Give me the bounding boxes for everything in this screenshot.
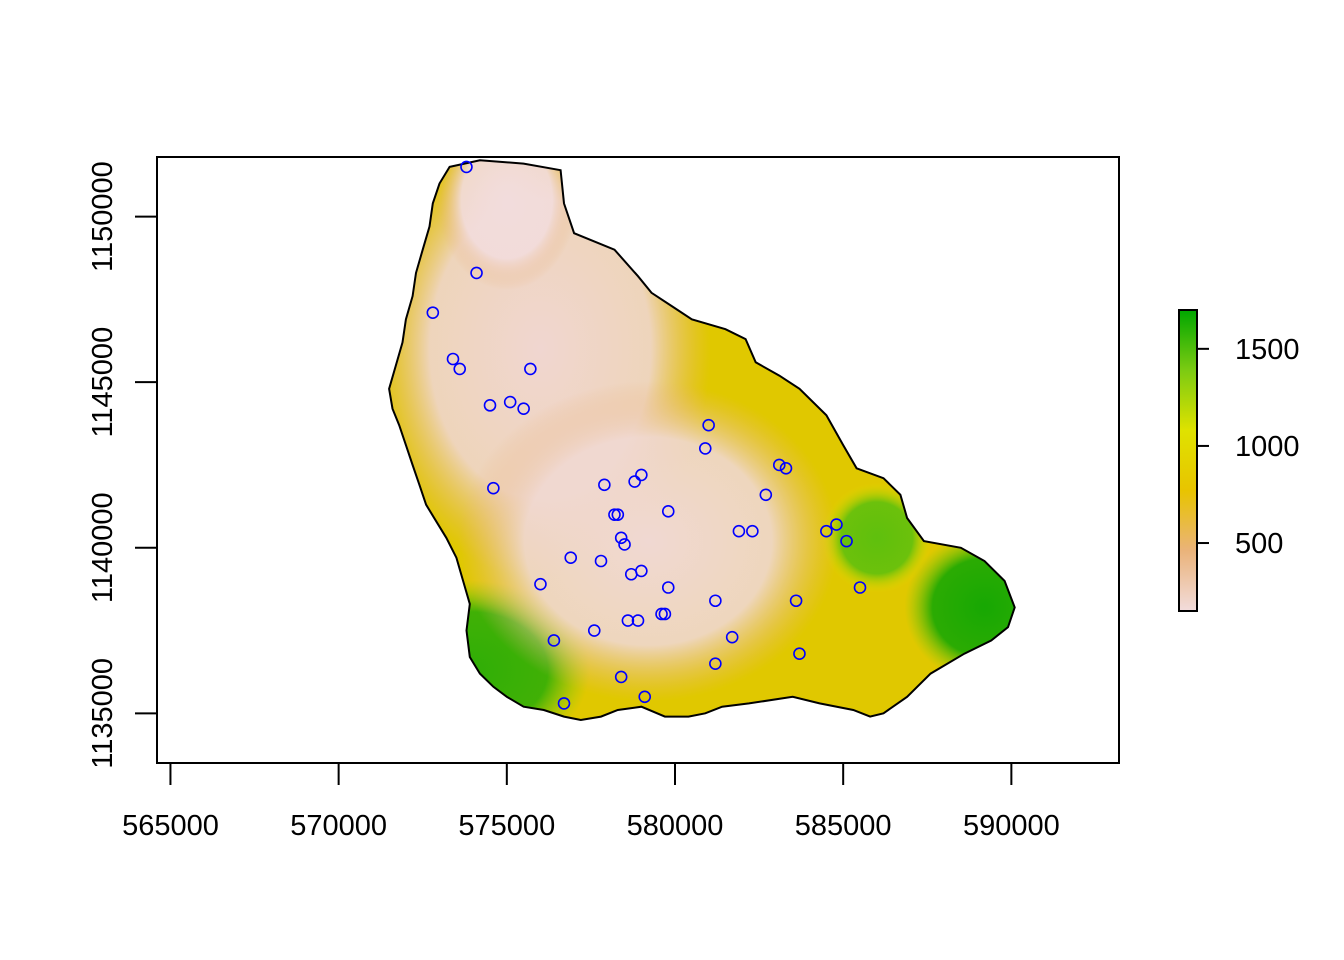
sample-point: [746, 524, 759, 538]
sample-point: [655, 607, 668, 621]
elevation-raster: [388, 159, 1016, 722]
y-tick-label: 1140000: [87, 492, 119, 603]
y-tick-label: 1150000: [87, 161, 119, 272]
elevation-legend: 500 1000 1500: [1178, 309, 1300, 612]
sample-point: [611, 508, 625, 521]
x-axis: 565000 570000 575000 580000 585000 590000: [122, 762, 1060, 842]
x-tick-label: 570000: [290, 810, 387, 842]
x-tick-label: 575000: [458, 810, 555, 842]
sample-point: [661, 505, 675, 518]
sample-point: [618, 538, 631, 551]
sample-point: [793, 647, 806, 661]
sample-point: [557, 697, 571, 710]
sample-point: [594, 554, 608, 568]
sample-point: [483, 399, 497, 412]
sample-point: [631, 614, 645, 627]
y-axis: 1135000 1140000 1145000 1150000: [87, 161, 158, 769]
sample-point: [635, 468, 648, 482]
sample-point: [524, 362, 537, 376]
x-tick-label: 580000: [627, 810, 724, 842]
sample-point: [470, 266, 483, 280]
sample-point: [698, 442, 712, 455]
sample-points: [426, 160, 867, 710]
sample-point: [820, 524, 833, 538]
sample-point: [598, 478, 611, 492]
raster-lowland-e: [904, 532, 1015, 683]
sample-point: [517, 402, 530, 415]
sample-point: [547, 634, 561, 647]
sample-point: [487, 481, 500, 495]
sample-point: [661, 581, 675, 594]
sample-point: [759, 488, 773, 502]
sample-point: [789, 594, 803, 608]
legend-tick-label: 1500: [1235, 334, 1300, 366]
sample-point: [709, 594, 722, 608]
y-tick-label: 1135000: [87, 658, 119, 769]
sample-point: [534, 577, 547, 591]
sample-point: [614, 531, 628, 545]
sample-point: [779, 461, 793, 475]
raster-lowland-ne: [821, 482, 932, 593]
x-tick-label: 590000: [963, 810, 1060, 842]
x-tick-label: 565000: [122, 810, 219, 842]
sample-point: [564, 551, 578, 564]
sample-point: [830, 518, 843, 531]
sample-point: [446, 352, 460, 366]
sample-point: [460, 160, 473, 174]
sample-point: [587, 624, 601, 637]
sample-point: [772, 458, 786, 472]
legend-colorbar: [1178, 309, 1198, 612]
sample-point: [608, 508, 621, 521]
sample-point: [614, 670, 628, 684]
sample-point: [638, 690, 652, 704]
legend-tick-label: 1000: [1235, 431, 1300, 463]
sample-point: [725, 630, 739, 644]
raster-highland-top: [436, 160, 577, 291]
sample-point: [732, 524, 746, 538]
sample-point: [426, 306, 440, 319]
sample-point: [503, 395, 517, 409]
raster-highland-c: [458, 381, 839, 702]
sample-point: [624, 567, 638, 581]
x-tick-label: 585000: [795, 810, 892, 842]
sample-point: [853, 581, 867, 594]
sample-point: [709, 657, 722, 670]
sample-point: [658, 607, 672, 621]
sample-point: [702, 418, 715, 432]
sample-point: [840, 534, 853, 548]
catchment-outline: [388, 159, 1016, 722]
sample-point: [628, 475, 641, 488]
y-tick-label: 1145000: [87, 327, 119, 438]
sample-point: [621, 614, 635, 627]
sample-point: [453, 362, 467, 376]
legend-tick-label: 500: [1235, 528, 1283, 560]
